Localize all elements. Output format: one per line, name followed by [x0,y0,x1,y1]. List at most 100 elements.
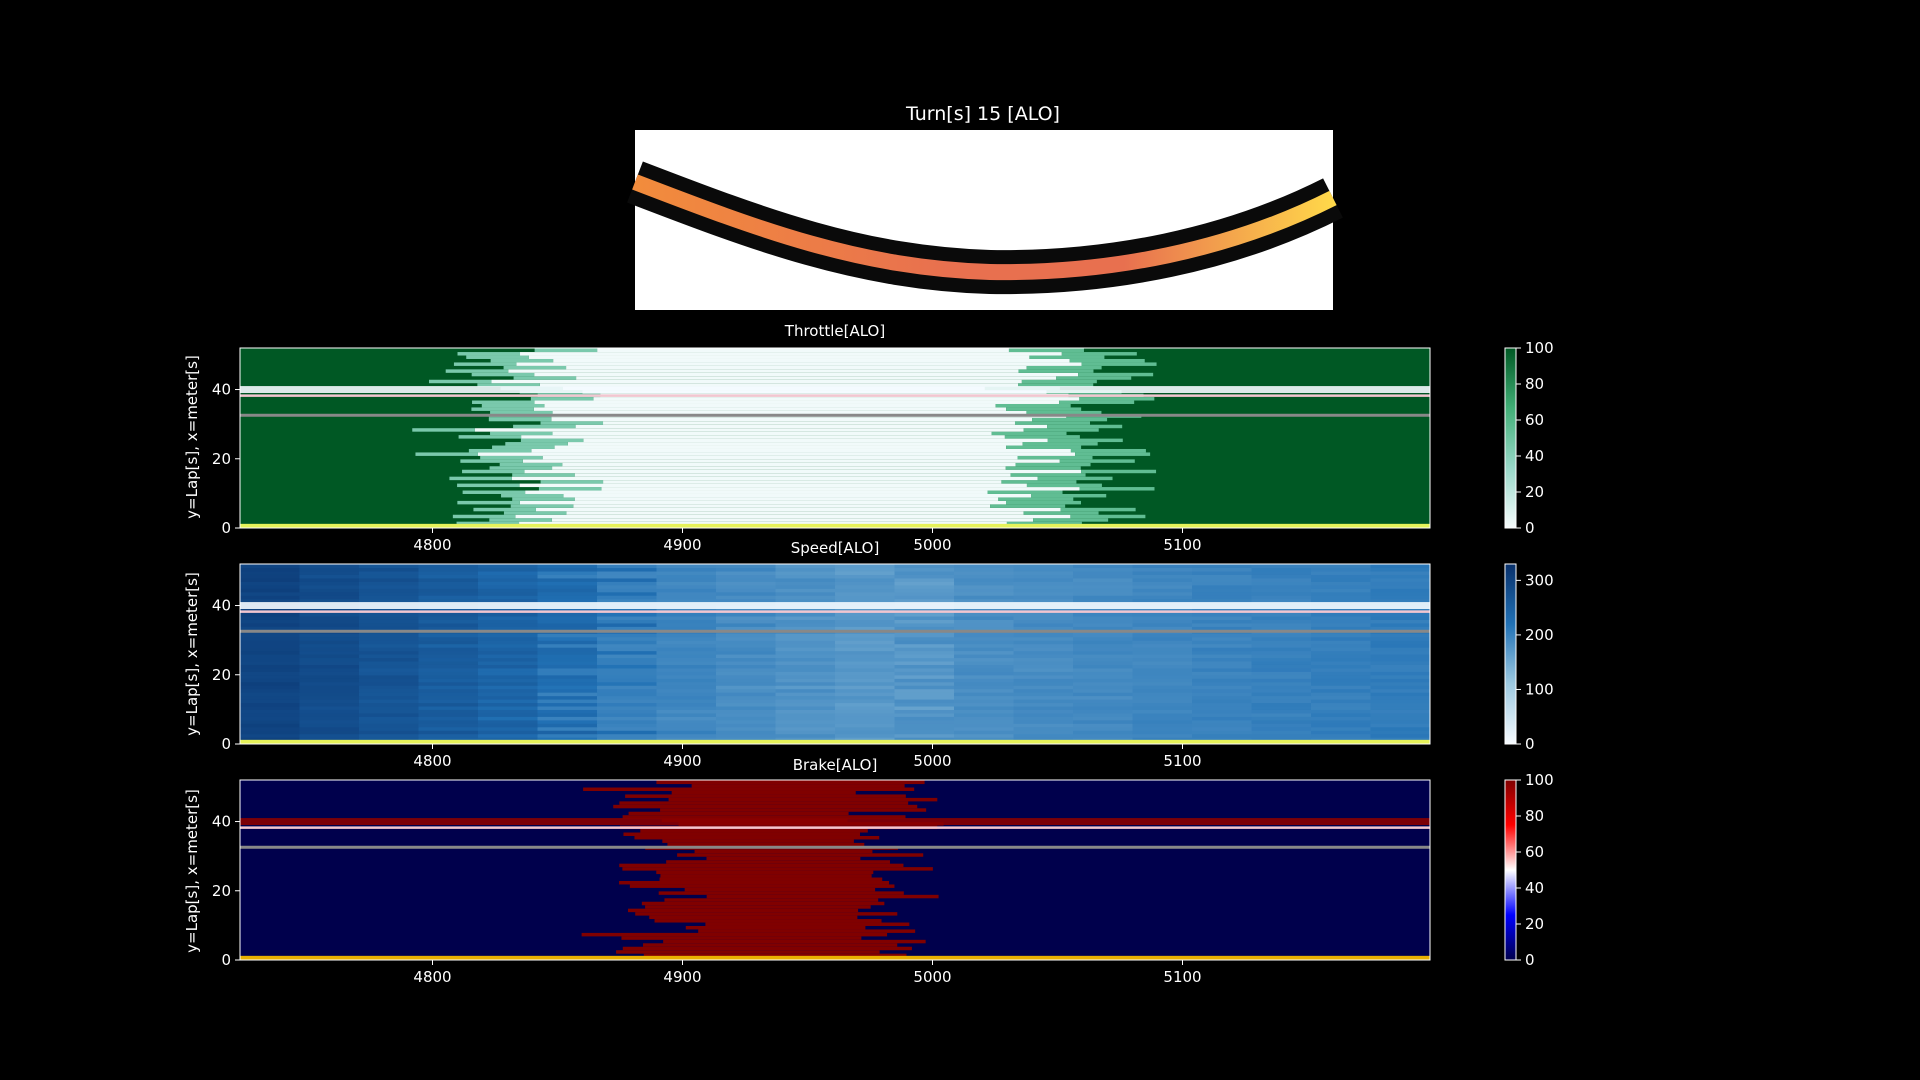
heat-cell [299,650,360,655]
heat-cell [478,657,539,662]
heat-cell [418,595,479,600]
heat-cell [1192,650,1253,655]
heat-cell [835,667,896,672]
heat-cell [489,517,552,522]
heat-cell [1132,564,1193,569]
heat-cell [418,702,479,707]
heat-cell [597,577,658,582]
heat-cell [478,674,539,679]
heat-cell [1370,678,1430,683]
heat-cell [894,570,955,575]
heat-cell [457,500,520,505]
heat-cell [894,692,955,697]
heat-cell [240,695,301,700]
heat-cell [775,660,836,665]
heat-cell [835,584,896,589]
heat-cell [240,664,301,669]
heat-cell [1073,705,1134,710]
heat-cell [583,438,1048,443]
heat-cell [775,737,836,742]
heat-cell [1008,348,1084,353]
heat-cell [716,622,777,627]
heat-cell [240,570,301,575]
heat-cell [835,737,896,742]
heat-cell [656,674,717,679]
heat-cell [1073,723,1134,728]
heat-cell [656,780,925,785]
heat-cell [299,716,360,721]
heat-cell [775,667,836,672]
heat-cell [1370,633,1430,638]
heat-cell [512,472,575,477]
heat-cell [503,365,567,370]
heat-cell [954,650,1015,655]
heat-cell [835,730,896,735]
heat-cell [418,681,479,686]
heat-cell [1132,577,1193,582]
heat-cell [501,493,564,498]
heat-cell [1073,643,1134,648]
heat-cell [240,574,301,579]
heat-cell [1251,674,1312,679]
heat-cell [1132,685,1193,690]
heat-cell [240,685,301,690]
heat-cell [621,935,862,940]
heat-cell [519,521,1007,526]
special-lap-band [240,818,1430,825]
heat-cell [1370,664,1430,669]
heat-cell [478,564,539,569]
heat-cell [597,688,658,693]
heat-cell [1073,622,1134,627]
heat-cell [1251,584,1312,589]
heat-cell [656,595,717,600]
axes-frame [239,779,1431,961]
heat-cell [835,723,896,728]
heat-cell [1013,692,1074,697]
heat-cell [240,598,301,603]
heat-cell [597,581,658,586]
heat-cell [240,581,301,586]
heat-cell [1015,462,1091,467]
heat-cell [240,636,301,641]
heat-cell [1311,730,1372,735]
heat-cell [954,681,1015,686]
heat-cell [954,664,1015,669]
heat-cell [457,351,521,356]
heat-cell [716,581,777,586]
heat-cell [1132,619,1193,624]
heat-cell [299,709,360,714]
colorbar-tick-label: 0 [1525,519,1535,537]
heat-cell [597,660,658,665]
heat-cell [418,733,479,738]
heat-cell [656,660,717,665]
heat-cell [1251,709,1312,714]
heat-cell [597,674,658,679]
heat-cell [299,699,360,704]
heat-cell [597,615,658,620]
heat-cell [1006,500,1082,505]
heat-cell [1073,577,1134,582]
heat-cell [835,643,896,648]
heat-cell [954,640,1015,645]
heat-cell [1370,671,1430,676]
heat-cell [240,678,301,683]
heat-cell [656,733,717,738]
heat-cell [656,577,717,582]
heat-cell [1013,588,1074,593]
heat-cell [894,626,955,631]
colorbar-tick-label: 40 [1525,447,1544,465]
throttle-ylabel: y=Lap[s], x=meter[s] [183,355,201,519]
heat-cell [1013,598,1074,603]
heat-cell [418,654,479,659]
heat-cell [954,622,1015,627]
heat-cell [537,702,598,707]
heat-cell [1251,588,1312,593]
heat-cell [1311,650,1372,655]
heat-cell [299,577,360,582]
heat-cell [418,591,479,596]
heat-cell [1311,654,1372,659]
heat-cell [537,678,598,683]
heat-cell [894,567,955,572]
heat-cell [1311,716,1372,721]
special-lap-band [240,602,1430,609]
